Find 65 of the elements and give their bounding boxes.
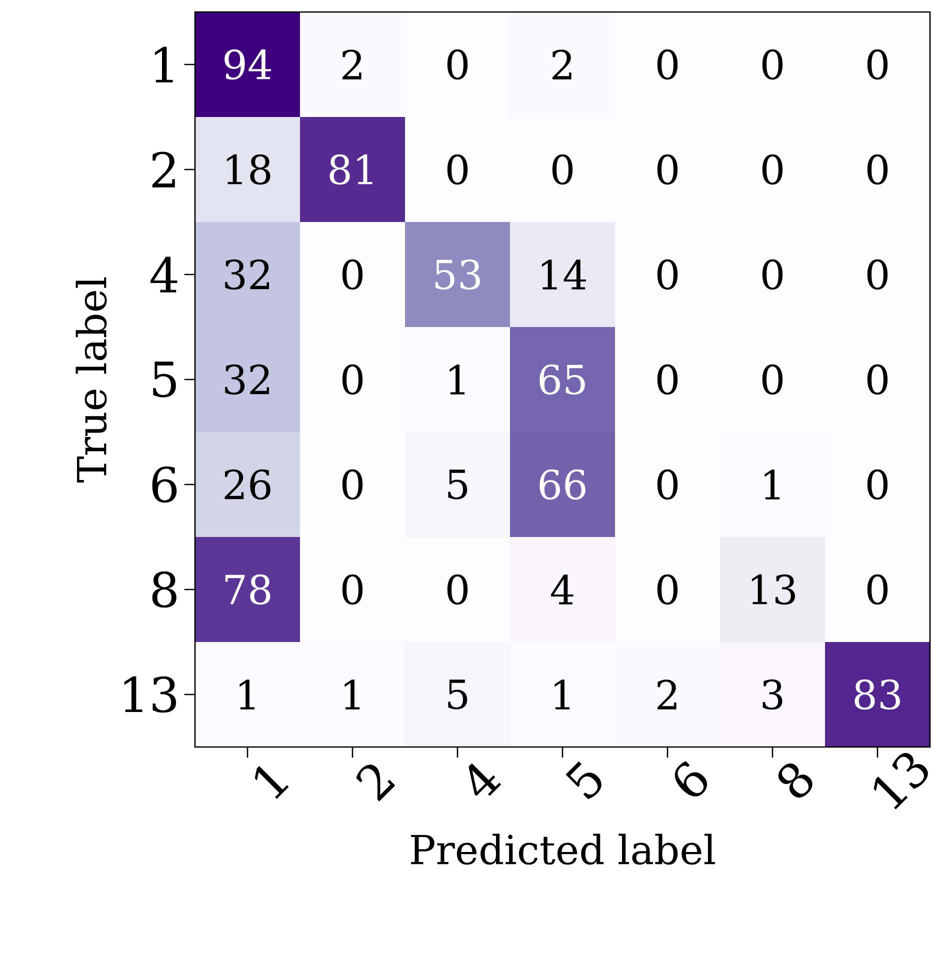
data-label: 5 [448,470,468,500]
y-tick-label: 6 [152,466,177,503]
data-label: 2 [552,50,572,80]
data-label: 53 [435,259,480,290]
data-label: 2 [657,680,676,710]
data-label: 0 [762,364,783,395]
data-label: 18 [226,154,270,185]
data-label: 0 [867,574,888,605]
data-label: 1 [240,680,255,710]
y-tick-label: 4 [150,256,178,292]
x-tick-label: 6 [674,761,708,796]
data-label: 0 [342,469,363,500]
data-label: 3 [762,679,782,710]
y-tick-label: 2 [152,152,175,188]
x-tick-label: 4 [468,763,502,796]
data-label: 0 [657,364,678,395]
x-tick-label: 5 [566,761,602,800]
data-label: 5 [448,680,468,710]
data-label: 0 [342,259,363,290]
data-label: 81 [330,154,372,185]
data-label: 0 [867,49,888,80]
y-tick-label: 8 [152,571,176,608]
data-label: 0 [447,574,468,605]
data-label: 26 [224,469,270,500]
data-label: 94 [224,49,271,80]
data-label: 0 [657,154,678,185]
data-label: 0 [762,49,783,80]
data-label: 13 [752,574,795,605]
data-label: 1 [764,470,780,500]
data-label: 0 [447,49,468,80]
y-tick-label: 13 [124,676,176,713]
data-label: 32 [225,259,270,290]
data-label: 0 [342,574,363,605]
x-tick-label: 13 [874,752,928,810]
x-tick-label: 1 [254,766,289,799]
data-label: 0 [657,259,678,290]
data-label: 14 [542,260,586,290]
data-label: 1 [554,680,570,710]
data-label: 66 [540,469,586,500]
y-tick-label: 5 [153,362,176,398]
data-label: 0 [762,154,783,185]
x-tick-label: 2 [356,764,396,802]
data-label: 1 [344,680,360,710]
data-label: 0 [867,469,888,500]
y-tick-label: 1 [154,46,173,82]
data-label: 65 [540,364,585,395]
data-label: 0 [762,259,783,290]
data-label: 0 [867,259,888,290]
data-label: 0 [657,574,678,605]
data-label: 2 [342,50,362,80]
data-label: 0 [342,364,363,395]
data-label: 0 [447,154,468,185]
y-axis-title: True label [76,277,107,482]
data-label: 83 [854,679,900,710]
data-label: 78 [225,574,270,605]
data-label: 32 [225,364,270,395]
data-label: 1 [450,364,465,394]
data-label: 0 [867,364,888,395]
data-label: 0 [552,154,573,185]
data-label: 4 [551,574,574,604]
x-tick-label: 8 [778,764,812,798]
data-label: 0 [657,49,678,80]
data-label: 0 [867,154,888,185]
data-label: 0 [657,469,678,500]
x-axis-title: Predicted label [411,834,715,865]
